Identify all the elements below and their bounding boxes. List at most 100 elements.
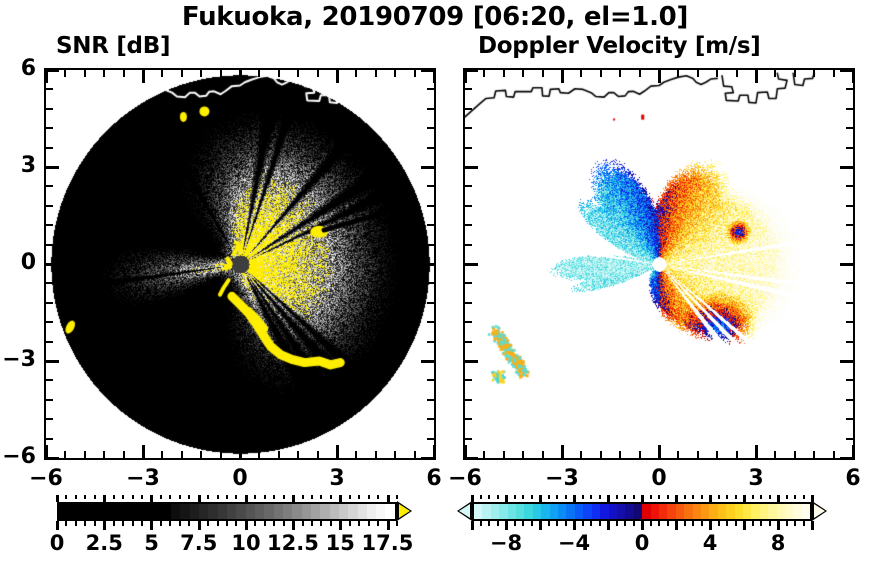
snr-colorbar-ticks <box>56 495 398 530</box>
colorbar-cell <box>292 504 302 519</box>
figure-title: Fukuoka, 20190709 [06:20, el=1.0] <box>181 2 689 32</box>
doppler-colorbar-cells <box>472 502 812 521</box>
colorbar-tick <box>522 495 524 499</box>
colorbar-cell <box>301 504 311 519</box>
colorbar-tick <box>358 521 361 526</box>
doppler-xtick-label: −6 <box>448 466 482 491</box>
snr-colorbar-label: 7.5 <box>180 531 218 555</box>
colorbar-tick <box>254 495 257 499</box>
colorbar-cell <box>516 504 525 519</box>
colorbar-tick <box>751 495 754 499</box>
colorbar-tick <box>649 521 652 526</box>
colorbar-tick <box>760 495 762 499</box>
snr-ytick-label: 3 <box>20 153 36 178</box>
colorbar-tick <box>112 521 115 526</box>
colorbar-tick <box>692 521 694 526</box>
colorbar-cell <box>768 504 777 519</box>
colorbar-cell <box>226 504 237 519</box>
colorbar-tick <box>358 495 361 499</box>
colorbar-cell <box>320 504 330 519</box>
colorbar-tick <box>590 495 592 499</box>
colorbar-cell <box>114 504 125 519</box>
colorbar-cell <box>105 504 115 519</box>
colorbar-cell <box>161 504 171 519</box>
colorbar-tick <box>675 495 678 502</box>
doppler-colorbar-label: 8 <box>770 531 786 555</box>
colorbar-cell <box>675 504 685 519</box>
doppler-colorbar-label: −8 <box>489 531 523 555</box>
colorbar-cell <box>180 504 190 519</box>
colorbar-tick <box>683 495 686 499</box>
colorbar-tick <box>141 495 143 499</box>
colorbar-tick <box>700 521 703 526</box>
colorbar-tick <box>471 495 474 502</box>
colorbar-tick <box>496 521 499 526</box>
colorbar-tick <box>471 521 474 530</box>
snr-colorbar-label: 15 <box>325 531 355 555</box>
colorbar-cell <box>608 504 617 519</box>
colorbar-tick <box>505 521 508 530</box>
colorbar-cell <box>357 504 367 519</box>
colorbar-cell <box>692 504 701 519</box>
colorbar-tick <box>709 495 712 502</box>
colorbar-tick <box>598 495 601 499</box>
colorbar-cell <box>684 504 693 519</box>
colorbar-cell <box>600 504 609 519</box>
colorbar-cell <box>282 504 293 519</box>
doppler-colorbar-over-arrow <box>812 501 827 521</box>
colorbar-tick <box>235 495 238 499</box>
colorbar-cell <box>86 504 97 519</box>
colorbar-tick <box>607 495 610 502</box>
colorbar-tick <box>530 495 533 499</box>
colorbar-cell <box>124 504 134 519</box>
doppler-plot-area[interactable] <box>463 68 855 460</box>
colorbar-cell <box>133 504 143 519</box>
colorbar-tick <box>311 521 313 526</box>
colorbar-cell <box>482 504 491 519</box>
colorbar-tick <box>607 521 610 530</box>
colorbar-tick <box>141 521 143 526</box>
snr-colorbar-label: 17.5 <box>361 531 414 555</box>
colorbar-tick <box>93 495 96 499</box>
colorbar-tick <box>320 521 323 526</box>
doppler-colorbar-label: −4 <box>557 531 591 555</box>
colorbar-cell <box>189 504 199 519</box>
colorbar-tick <box>339 495 343 502</box>
colorbar-cell <box>541 504 550 519</box>
colorbar-tick <box>178 521 181 526</box>
colorbar-cell <box>793 504 802 519</box>
colorbar-tick <box>785 495 788 499</box>
colorbar-tick <box>65 495 68 499</box>
colorbar-tick <box>197 521 201 530</box>
colorbar-tick <box>159 521 162 526</box>
doppler-colorbar[interactable] <box>457 495 827 530</box>
colorbar-tick <box>74 521 77 526</box>
colorbar-tick <box>348 495 351 499</box>
colorbar-tick <box>726 495 728 499</box>
colorbar-tick <box>641 521 644 530</box>
colorbar-cell <box>700 504 710 519</box>
snr-colorbar[interactable] <box>56 495 412 530</box>
colorbar-tick <box>811 521 814 530</box>
colorbar-tick <box>122 495 125 499</box>
colorbar-tick <box>488 495 490 499</box>
colorbar-cell <box>507 504 517 519</box>
colorbar-tick <box>396 521 398 526</box>
colorbar-tick <box>386 495 390 502</box>
colorbar-cell <box>591 504 601 519</box>
colorbar-tick <box>112 495 115 499</box>
colorbar-tick <box>743 495 746 502</box>
colorbar-tick <box>84 495 87 499</box>
colorbar-cell <box>142 504 153 519</box>
colorbar-tick <box>590 521 592 526</box>
colorbar-tick <box>802 495 805 499</box>
colorbar-tick <box>207 521 210 526</box>
colorbar-tick <box>530 521 533 526</box>
colorbar-cell <box>650 504 659 519</box>
colorbar-tick <box>734 495 737 499</box>
colorbar-tick <box>505 495 508 502</box>
colorbar-tick <box>301 521 304 526</box>
colorbar-cell <box>264 504 274 519</box>
colorbar-tick <box>777 521 780 530</box>
snr-plot-area[interactable] <box>44 68 436 460</box>
